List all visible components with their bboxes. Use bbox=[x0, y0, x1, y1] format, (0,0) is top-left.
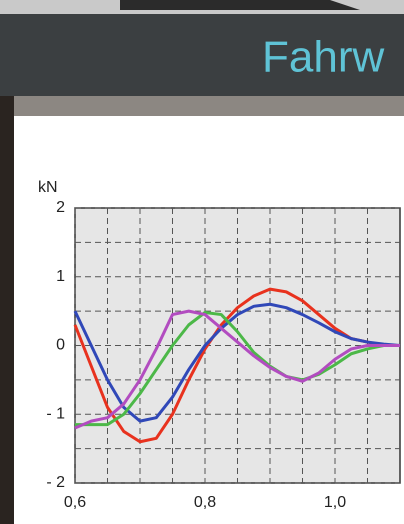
data-line bbox=[74, 309, 400, 430]
x-tick-label: 0,6 bbox=[64, 494, 86, 511]
y-tick-label: 2 bbox=[56, 199, 65, 216]
heading: Fahrw bbox=[262, 33, 384, 82]
x-tick-label: 0,8 bbox=[194, 494, 216, 511]
top-shape bbox=[120, 0, 360, 10]
side-photo bbox=[0, 96, 14, 524]
y-tick-label: 1 bbox=[56, 268, 65, 285]
y-tick-label: - 2 bbox=[46, 474, 65, 491]
texture-band bbox=[0, 96, 404, 116]
data-line bbox=[73, 302, 401, 423]
y-tick-label: - 1 bbox=[46, 405, 65, 422]
y-tick-label: 0 bbox=[56, 337, 65, 354]
data-line bbox=[75, 311, 400, 427]
banner bbox=[0, 14, 404, 96]
x-tick-label: 1,0 bbox=[324, 494, 346, 511]
y-axis-label: kN bbox=[38, 179, 58, 196]
